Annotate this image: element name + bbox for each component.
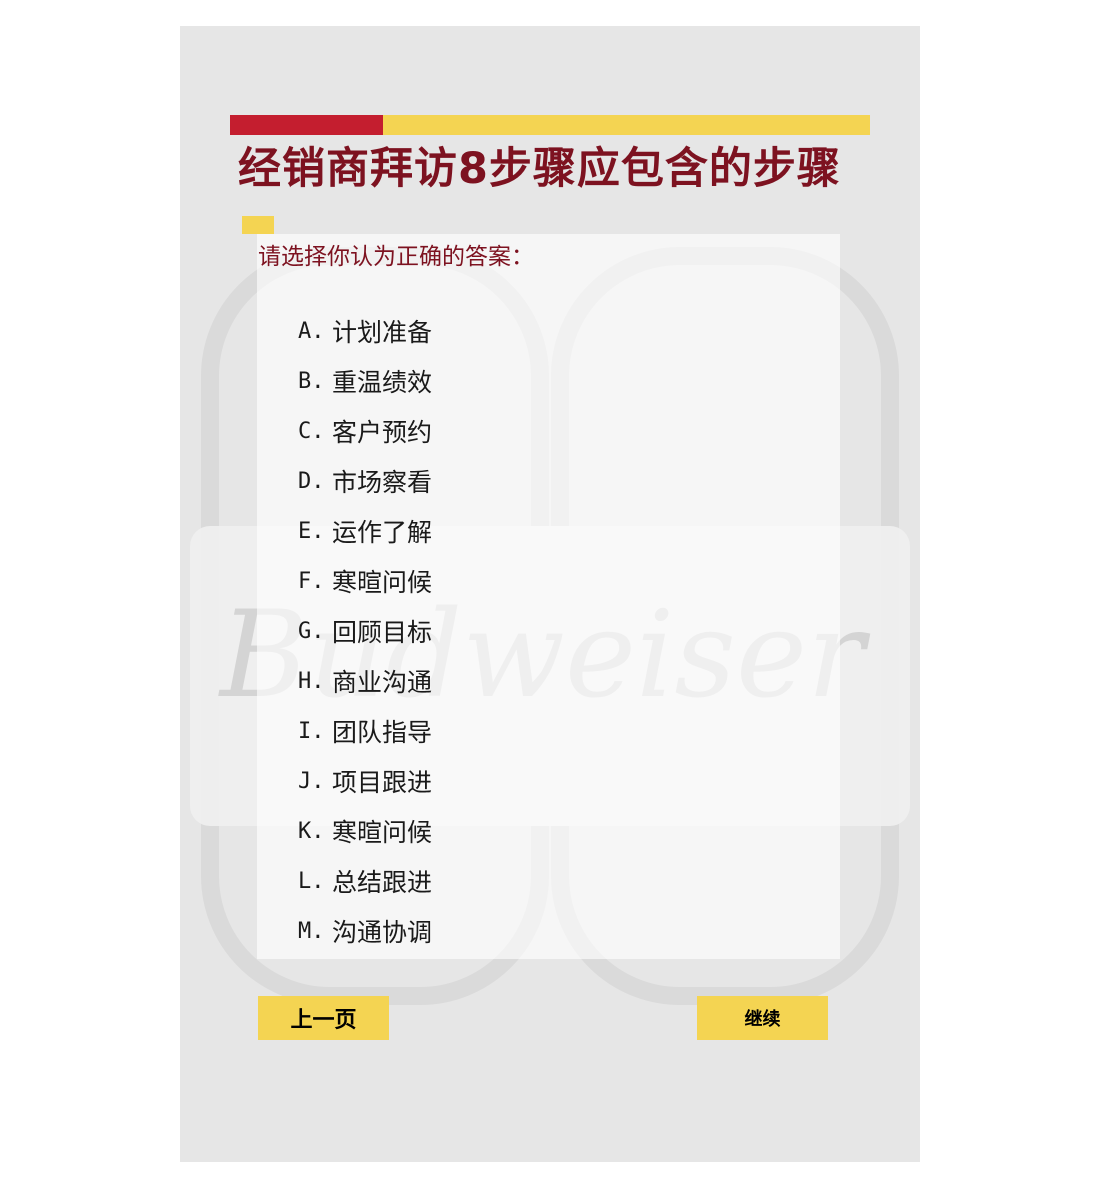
accent-bar-red: [230, 115, 383, 135]
option-key: M.: [298, 918, 325, 944]
option-label: 总结跟进: [332, 868, 433, 897]
option-label: 沟通协调: [332, 918, 433, 947]
option-m[interactable]: M. 沟通协调: [298, 906, 432, 956]
option-a[interactable]: A. 计划准备: [298, 306, 432, 356]
option-h[interactable]: H. 商业沟通: [298, 656, 432, 706]
option-j[interactable]: J. 项目跟进: [298, 756, 432, 806]
option-label: 客户预约: [332, 418, 433, 447]
option-label: 寒暄问候: [332, 818, 433, 847]
previous-page-button[interactable]: 上一页: [258, 996, 389, 1040]
slide-panel: Budweiser 经销商拜访8步骤应包含的步骤 请选择你认为正确的答案： A.…: [180, 26, 920, 1162]
accent-bar-yellow: [383, 115, 870, 135]
option-key: I.: [298, 718, 325, 744]
option-label: 项目跟进: [332, 768, 433, 797]
option-key: J.: [298, 768, 325, 794]
option-label: 寒暄问候: [332, 568, 433, 597]
option-label: 团队指导: [332, 718, 433, 747]
option-c[interactable]: C. 客户预约: [298, 406, 432, 456]
option-key: H.: [298, 668, 325, 694]
option-key: B.: [298, 368, 325, 394]
option-d[interactable]: D. 市场察看: [298, 456, 432, 506]
option-key: D.: [298, 468, 325, 494]
option-list: A. 计划准备 B. 重温绩效 C. 客户预约 D. 市场察看 E. 运作了解 F. 寒暄问…: [298, 306, 432, 956]
option-label: 计划准备: [332, 318, 433, 347]
option-label: 回顾目标: [332, 618, 433, 647]
option-b[interactable]: B. 重温绩效: [298, 356, 432, 406]
option-key: E.: [298, 518, 325, 544]
option-key: K.: [298, 818, 325, 844]
option-f[interactable]: F. 寒暄问候: [298, 556, 432, 606]
question-prompt: 请选择你认为正确的答案：: [258, 244, 534, 270]
question-card: [257, 234, 840, 959]
option-key: L.: [298, 868, 325, 894]
option-key: G.: [298, 618, 325, 644]
option-e[interactable]: E. 运作了解: [298, 506, 432, 556]
option-g[interactable]: G. 回顾目标: [298, 606, 432, 656]
option-label: 商业沟通: [332, 668, 433, 697]
option-label: 市场察看: [332, 468, 433, 497]
option-label: 运作了解: [332, 518, 433, 547]
page-title: 经销商拜访8步骤应包含的步骤: [238, 144, 841, 194]
option-key: A.: [298, 318, 325, 344]
title-accent-mark: [242, 216, 274, 234]
option-key: C.: [298, 418, 325, 444]
continue-button[interactable]: 继续: [697, 996, 828, 1040]
option-label: 重温绩效: [332, 368, 433, 397]
option-k[interactable]: K. 寒暄问候: [298, 806, 432, 856]
option-i[interactable]: I. 团队指导: [298, 706, 432, 756]
option-key: F.: [298, 568, 325, 594]
option-l[interactable]: L. 总结跟进: [298, 856, 432, 906]
